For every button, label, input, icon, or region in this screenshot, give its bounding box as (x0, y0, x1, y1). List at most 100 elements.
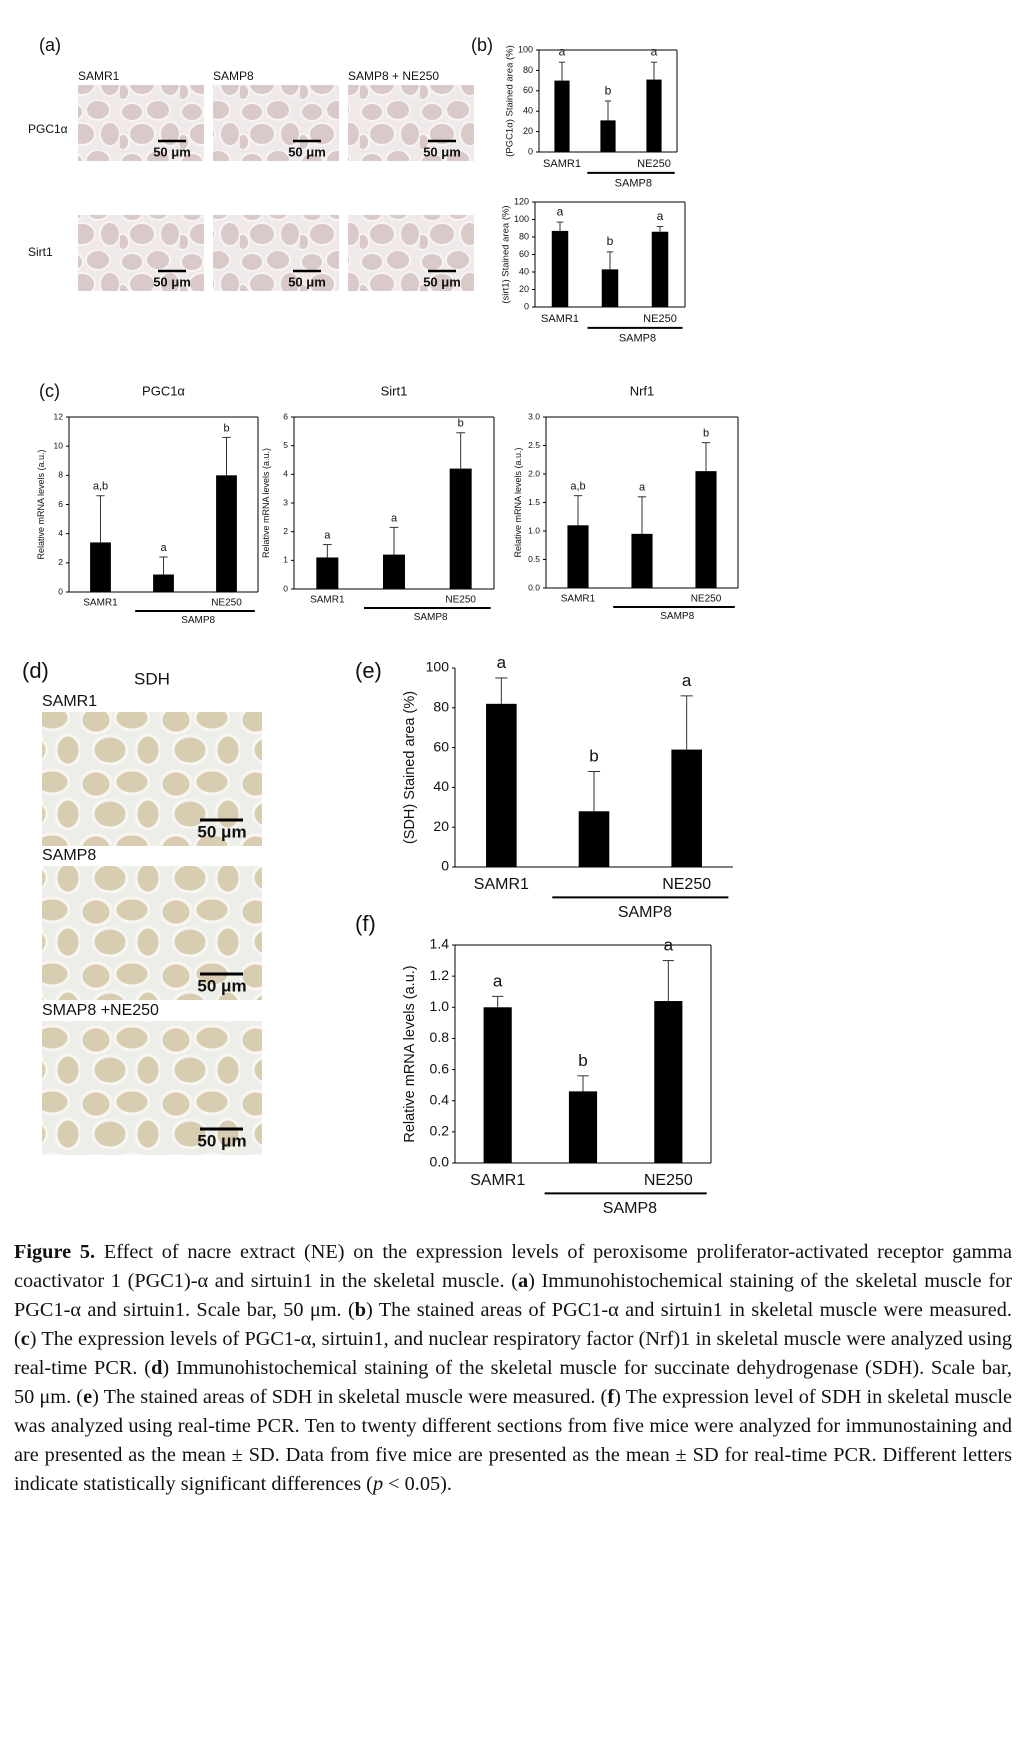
significance-letter: a (497, 653, 507, 672)
scale-bar-label: 50 μm (153, 144, 191, 159)
micrograph (213, 215, 339, 291)
y-tick-label: 0 (441, 858, 449, 874)
significance-letter: a (651, 45, 658, 59)
y-tick-label: 3 (283, 497, 288, 507)
group-label: SAMP8 (619, 332, 656, 344)
caption-text: Effect of nacre extract (NE) on the expr… (14, 1241, 1012, 1292)
scale-bar-label: 50 μm (423, 144, 461, 159)
group-label: SAMP8 (615, 177, 652, 189)
column-label: SAMP8 + NE250 (348, 69, 439, 83)
x-tick-label: NE250 (211, 598, 242, 609)
y-tick-label: 1.5 (528, 497, 540, 507)
panel-label: (c) (39, 381, 60, 401)
significance-letter: a (324, 529, 331, 541)
bar (651, 231, 669, 307)
significance-letter: b (458, 418, 464, 430)
significance-letter: a,b (93, 481, 108, 493)
figure: (a) (b) (c) (d) (e) (f) SAMR1 SAMP8 SAMP8 + NE25… (22, 35, 739, 1217)
caption-text: ) The expression levels of PGC1-α, sirtu… (14, 1328, 1012, 1379)
panel-title: SDH (134, 669, 170, 688)
x-tick-label: SAMR1 (541, 313, 579, 325)
y-tick-label: 100 (518, 44, 533, 54)
y-tick-label: 100 (426, 659, 450, 675)
significance-letter: b (589, 747, 598, 766)
bar (316, 557, 339, 589)
y-tick-label: 60 (519, 249, 529, 259)
scale-bar-label: 50 μm (288, 274, 326, 289)
micrograph (42, 866, 262, 1000)
x-tick-label: NE250 (691, 594, 722, 605)
y-tick-label: 3.0 (528, 411, 540, 421)
y-tick-label: 4 (283, 469, 288, 479)
bar (153, 574, 174, 592)
bar (671, 749, 702, 867)
y-tick-label: 20 (433, 818, 449, 834)
y-axis-label: Relative mRNA levels (a.u.) (36, 449, 46, 559)
micrograph (78, 85, 204, 161)
y-tick-label: 1.0 (528, 525, 540, 535)
significance-letter: a (664, 936, 674, 955)
bar (90, 542, 111, 592)
bar (646, 79, 662, 152)
bar (568, 1091, 598, 1163)
panel-label: (e) (355, 658, 382, 683)
y-tick-label: 80 (519, 231, 529, 241)
micrograph (78, 215, 204, 291)
y-tick-label: 0.2 (430, 1123, 450, 1139)
chart-title: Nrf1 (630, 383, 655, 398)
x-tick-label: SAMR1 (543, 158, 581, 170)
chart-title: Sirt1 (381, 383, 408, 398)
y-tick-label: 80 (433, 699, 449, 715)
y-tick-label: 6 (283, 411, 288, 421)
caption-letter: f (607, 1386, 615, 1408)
x-tick-label: NE250 (445, 595, 476, 606)
group-label: SAMP8 (181, 615, 215, 626)
caption-text: ) The stained areas of SDH in skeletal m… (92, 1386, 608, 1408)
y-tick-label: 60 (433, 738, 449, 754)
significance-letter: a (160, 542, 167, 554)
y-tick-label: 0.0 (528, 582, 540, 592)
panel-label: (b) (471, 35, 493, 55)
y-tick-label: 100 (514, 214, 529, 224)
column-label: SAMP8 (213, 69, 254, 83)
y-tick-label: 1 (283, 555, 288, 565)
caption-letter: a (517, 1270, 529, 1292)
caption-text: ) The expression level of SDH in skeleta… (14, 1386, 1012, 1495)
y-tick-label: 8 (58, 470, 63, 480)
y-tick-label: 4 (58, 528, 63, 538)
x-tick-label: SAMR1 (310, 595, 345, 606)
x-tick-label: SAMR1 (474, 876, 529, 893)
y-axis-label: (SDH) Stained area (%) (402, 691, 418, 844)
bar (551, 230, 569, 307)
y-tick-label: 0 (524, 301, 529, 311)
significance-letter: b (578, 1051, 587, 1070)
x-tick-label: NE250 (637, 158, 671, 170)
caption-letter: c (20, 1328, 30, 1350)
significance-letter: a (557, 204, 564, 218)
row-label: PGC1α (28, 122, 68, 136)
y-tick-label: 40 (433, 778, 449, 794)
scale-bar-label: 50 μm (423, 274, 461, 289)
y-tick-label: 2 (58, 557, 63, 567)
y-axis-label: Relative mRNA levels (a.u.) (513, 447, 523, 557)
y-tick-label: 2 (283, 526, 288, 536)
bar (695, 471, 717, 588)
y-tick-label: 0 (528, 146, 533, 156)
y-tick-label: 80 (523, 65, 533, 75)
caption-letter: d (151, 1357, 163, 1379)
y-tick-label: 10 (54, 440, 64, 450)
y-tick-label: 1.4 (430, 936, 450, 952)
caption-text: ) Immunohistochemical staining of the sk… (14, 1357, 1012, 1408)
group-label: SAMP8 (603, 1200, 657, 1217)
row-label: SAMR1 (42, 693, 97, 710)
micrograph (348, 85, 474, 161)
y-tick-label: 6 (58, 499, 63, 509)
caption-italic: p (372, 1473, 384, 1495)
bar (601, 269, 619, 307)
y-tick-label: 120 (514, 196, 529, 206)
y-tick-label: 0 (283, 583, 288, 593)
caption-text: < 0.05). (383, 1473, 452, 1495)
group-label: SAMP8 (414, 612, 448, 623)
y-tick-label: 1.2 (430, 967, 450, 983)
scale-bar-label: 50 μm (153, 274, 191, 289)
